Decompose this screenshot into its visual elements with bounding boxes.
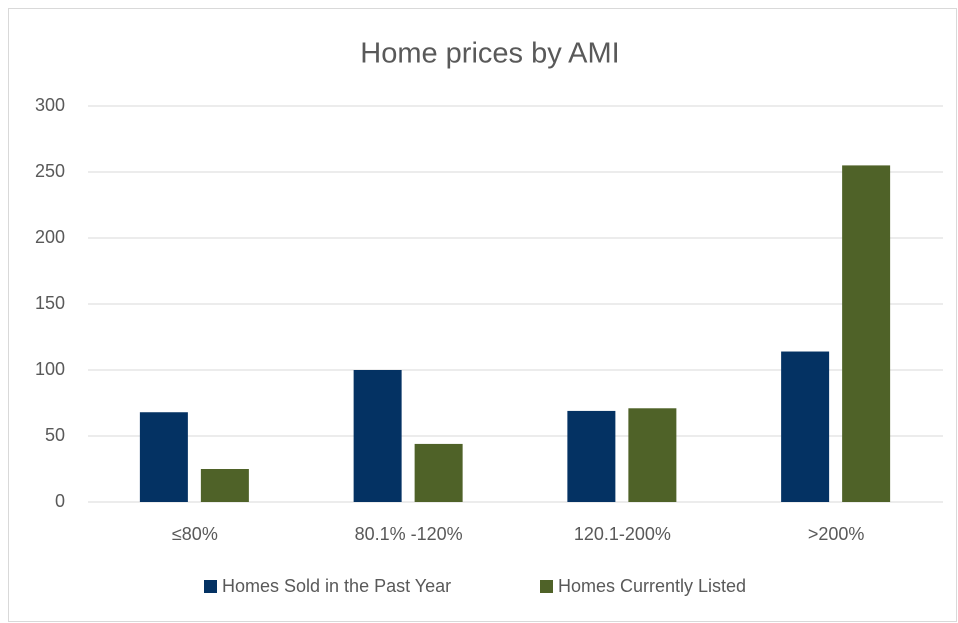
y-tick-label: 100 (35, 359, 65, 379)
y-tick-label: 150 (35, 293, 65, 313)
bar (200, 469, 249, 502)
chart-title: Home prices by AMI (360, 38, 619, 70)
y-tick-label: 0 (55, 491, 65, 511)
bar (353, 370, 402, 502)
chart-border (8, 8, 957, 622)
y-tick-label: 200 (35, 227, 65, 247)
x-tick-label: >200% (808, 524, 865, 544)
bar (139, 412, 188, 502)
legend-swatch (540, 580, 553, 593)
bar (842, 165, 891, 502)
x-tick-label: ≤80% (172, 524, 218, 544)
x-tick-label: 80.1% -120% (355, 524, 463, 544)
y-tick-label: 300 (35, 95, 65, 115)
y-tick-label: 50 (45, 425, 65, 445)
legend-swatch (204, 580, 217, 593)
legend-label: Homes Sold in the Past Year (222, 576, 451, 596)
legend-label: Homes Currently Listed (558, 576, 746, 596)
y-tick-label: 250 (35, 161, 65, 181)
bar (414, 443, 463, 502)
bar (781, 351, 830, 502)
bar (628, 408, 677, 502)
bar (567, 410, 616, 502)
x-tick-label: 120.1-200% (574, 524, 671, 544)
